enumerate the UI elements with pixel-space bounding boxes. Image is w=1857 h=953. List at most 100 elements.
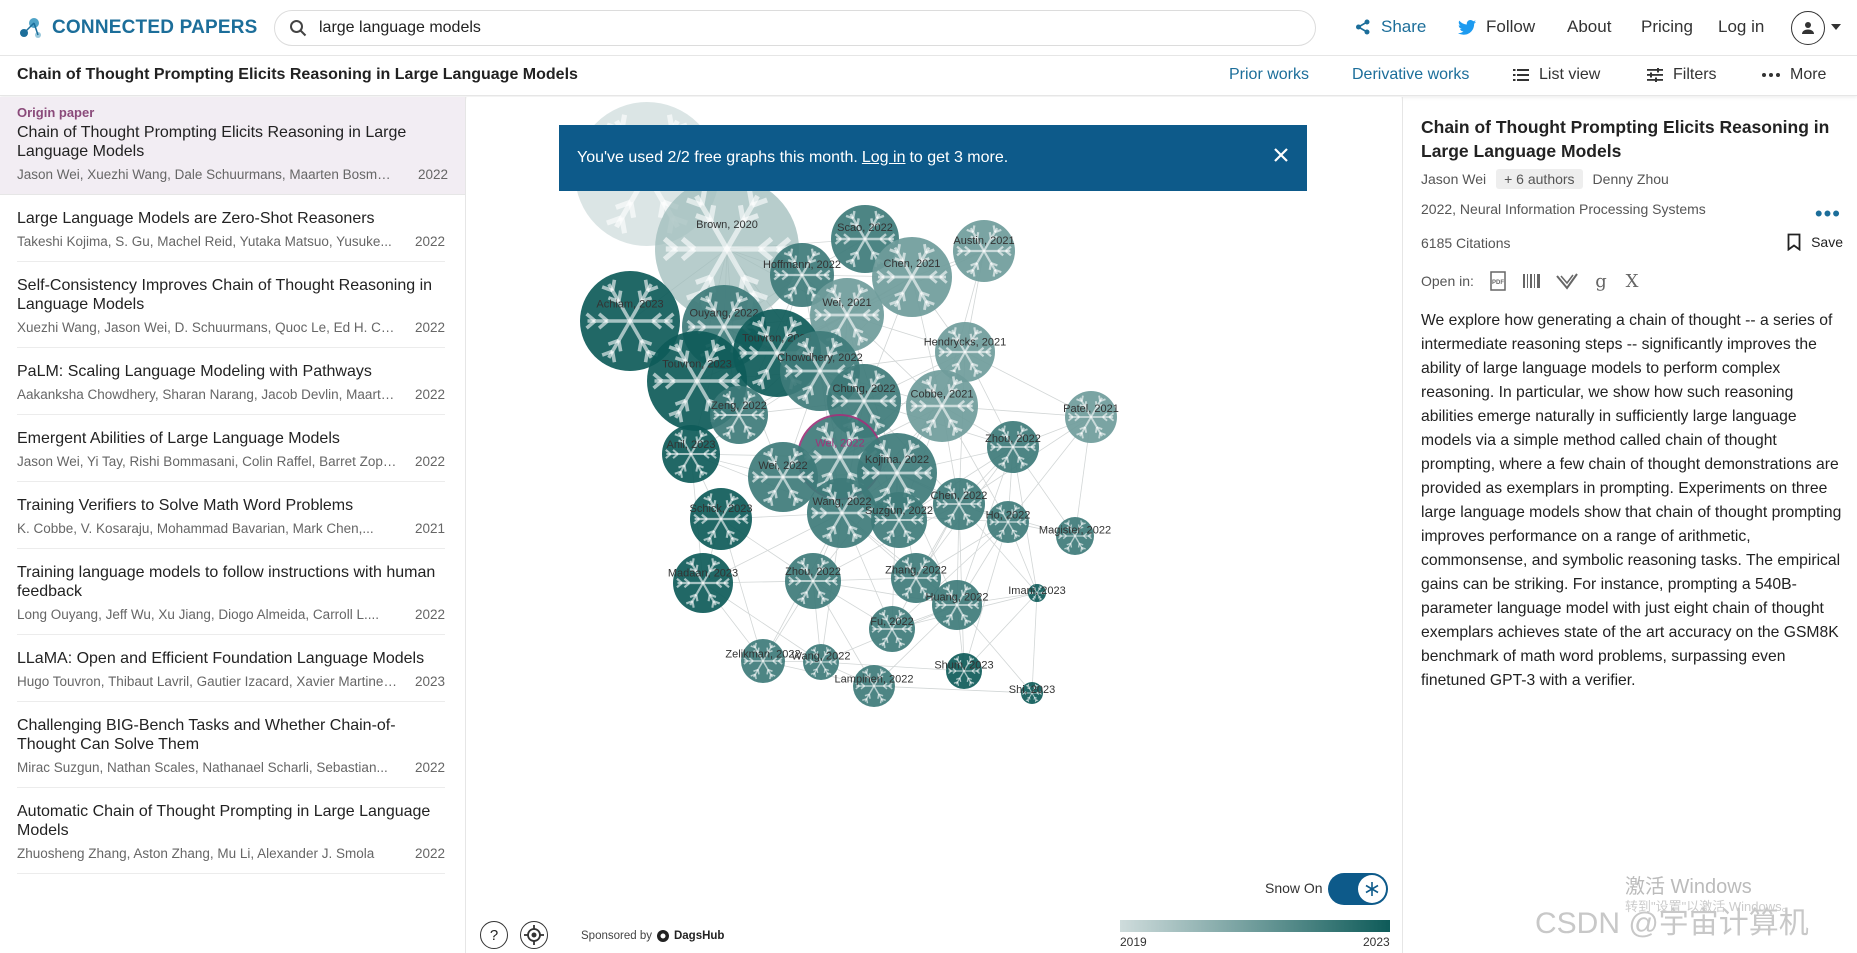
snowflake-icon — [1358, 875, 1386, 903]
graph-node[interactable]: Zhou, 2022 — [985, 421, 1041, 473]
graph-node-label: Chung, 2022 — [833, 383, 896, 395]
graph-node-label: Shi, 2023 — [1009, 684, 1055, 696]
snowflake-pattern — [1028, 585, 1046, 601]
graph-node[interactable]: Hoffmann, 2022 — [763, 243, 841, 307]
graph-node-label: Hendrycks, 2021 — [924, 337, 1007, 349]
graph-node[interactable]: Fu, 2022 — [869, 606, 915, 652]
paper-year: 2022 — [417, 167, 448, 182]
list-view-button[interactable]: List view — [1513, 66, 1600, 84]
graph-node[interactable]: Wei, 2022 — [748, 442, 818, 512]
pdf-icon[interactable]: PDF — [1488, 271, 1508, 291]
graph-node[interactable]: Zelikman, 2022 — [725, 639, 801, 683]
follow-button[interactable]: Follow — [1458, 14, 1535, 40]
paper-list-item[interactable]: Emergent Abilities of Large Language Mod… — [17, 415, 445, 482]
account-button[interactable] — [1791, 11, 1825, 45]
graph-node-label: Wei, 2021 — [822, 297, 871, 309]
origin-label: Origin paper — [17, 105, 95, 120]
derivative-works-button[interactable]: Derivative works — [1352, 66, 1470, 83]
graph-node-label: Schick, 2023 — [690, 503, 753, 515]
semantic-scholar-icon[interactable] — [1556, 272, 1578, 290]
svg-text:PDF: PDF — [1492, 280, 1504, 286]
graph-node[interactable]: Zeng, 2022 — [710, 386, 768, 444]
more-label: More — [1790, 66, 1827, 83]
paper-list-item[interactable]: PaLM: Scaling Language Modeling with Pat… — [17, 348, 445, 415]
graph-node[interactable]: Achiam, 2023 — [580, 271, 680, 371]
help-button[interactable]: ? — [480, 921, 508, 949]
graph-node[interactable]: Chen, 2021 — [872, 237, 952, 317]
graph-node[interactable]: Madaan, 2023 — [668, 553, 738, 613]
graph-node[interactable]: Imani, 2023 — [1008, 584, 1066, 602]
search-bar[interactable] — [274, 10, 1316, 46]
graph-node[interactable]: Wang, 2022 — [792, 644, 851, 680]
graph-node[interactable]: Zhang, 2022 — [885, 553, 947, 603]
graph-node[interactable]: Schick, 2023 — [690, 488, 753, 550]
graph-node[interactable]: Magister, 2022 — [1039, 517, 1111, 555]
graph-node-label: Fu, 2022 — [870, 616, 913, 628]
graph-node[interactable]: Wang, 2022 — [807, 478, 877, 548]
graph-node[interactable]: Anil, 2023 — [662, 425, 720, 483]
more-options-icon[interactable]: ••• — [1814, 201, 1841, 226]
detail-last-author[interactable]: Denny Zhou — [1592, 171, 1669, 187]
snowflake-pattern — [676, 558, 730, 608]
close-icon[interactable] — [1273, 147, 1289, 168]
paper-list-item[interactable]: LLaMA: Open and Efficient Foundation Lan… — [17, 635, 445, 702]
logo-icon — [20, 18, 41, 38]
graph-node[interactable]: Lampinen, 2022 — [835, 665, 914, 707]
paper-list-item[interactable]: Automatic Chain of Thought Prompting in … — [17, 788, 445, 874]
paper-meta: Hugo Touvron, Thibaut Lavril, Gautier Iz… — [17, 674, 445, 689]
graph-node[interactable]: Patel, 2021 — [1063, 391, 1119, 443]
prior-works-button[interactable]: Prior works — [1229, 66, 1310, 83]
paper-year: 2022 — [414, 387, 445, 402]
recenter-button[interactable] — [520, 921, 548, 949]
graph-node[interactable]: Shum, 2023 — [934, 653, 994, 689]
pricing-link[interactable]: Pricing — [1641, 17, 1693, 36]
graph-node[interactable]: Brown, 2020 — [655, 177, 799, 321]
paper-meta: Jason Wei, Yi Tay, Rishi Bommasani, Coli… — [17, 454, 445, 469]
paper-list-item[interactable]: Large Language Models are Zero-Shot Reas… — [17, 195, 445, 262]
sponsor-note[interactable]: Sponsored by DagsHub — [581, 929, 724, 943]
graph-node-label: Suzgun, 2022 — [865, 505, 933, 517]
paper-list-item[interactable]: Training language models to follow instr… — [17, 549, 445, 635]
about-link[interactable]: About — [1567, 17, 1612, 36]
sponsor-name: DagsHub — [673, 930, 725, 942]
banner-login-link[interactable]: Log in — [861, 149, 906, 166]
graph-node[interactable]: Chen, 2022 — [931, 478, 988, 530]
origin-paper-item[interactable]: Origin paper Chain of Thought Prompting … — [0, 97, 465, 195]
graph-node[interactable]: Suzgun, 2022 — [865, 492, 933, 548]
barcode-icon[interactable] — [1522, 272, 1542, 290]
paper-title: Training Verifiers to Solve Math Word Pr… — [17, 497, 354, 514]
save-label: Save — [1811, 234, 1843, 250]
detail-title[interactable]: Chain of Thought Prompting Elicits Reaso… — [1421, 117, 1830, 161]
x-icon[interactable]: X — [1624, 272, 1640, 290]
graph-node[interactable]: Kojima, 2022 — [857, 433, 937, 513]
filters-button[interactable]: Filters — [1647, 66, 1717, 84]
google-scholar-icon[interactable]: g — [1592, 271, 1610, 291]
free-graphs-banner: You've used 2/2 free graphs this month. … — [559, 125, 1307, 191]
login-link[interactable]: Log in — [1718, 17, 1765, 36]
snowflake-pattern — [788, 557, 838, 605]
graph-node[interactable]: Shi, 2023 — [1009, 682, 1055, 704]
graph-node-label: Hoffmann, 2022 — [763, 259, 841, 271]
graph-node[interactable]: Zhou, 2022 — [785, 553, 841, 609]
paper-list-item[interactable]: Challenging BIG-Bench Tasks and Whether … — [17, 702, 445, 788]
detail-first-author[interactable]: Jason Wei — [1421, 171, 1487, 187]
graph-node[interactable]: Cobbe, 2021 — [906, 370, 978, 442]
paper-title: Emergent Abilities of Large Language Mod… — [17, 430, 340, 447]
paper-list-item[interactable]: Training Verifiers to Solve Math Word Pr… — [17, 482, 445, 549]
snow-toggle[interactable] — [1328, 873, 1388, 905]
graph-node[interactable]: Hendrycks, 2021 — [924, 322, 1007, 382]
more-button[interactable]: More — [1762, 66, 1826, 84]
more-authors-chip[interactable]: + 6 authors — [1496, 169, 1583, 189]
graph-node-label: Zhou, 2022 — [985, 433, 1041, 445]
save-button[interactable]: Save — [1787, 233, 1843, 251]
graph-node[interactable]: Huang, 2022 — [926, 580, 989, 630]
graph-node[interactable]: Ho, 2022 — [986, 501, 1031, 543]
search-input[interactable] — [319, 19, 1219, 37]
logo[interactable]: CONNECTED PAPERS — [18, 10, 258, 46]
graph-node[interactable]: Austin, 2021 — [953, 220, 1015, 282]
chevron-down-icon[interactable] — [1831, 24, 1841, 30]
paper-list-item[interactable]: Self-Consistency Improves Chain of Thoug… — [17, 262, 445, 348]
share-button[interactable]: Share — [1355, 14, 1426, 40]
